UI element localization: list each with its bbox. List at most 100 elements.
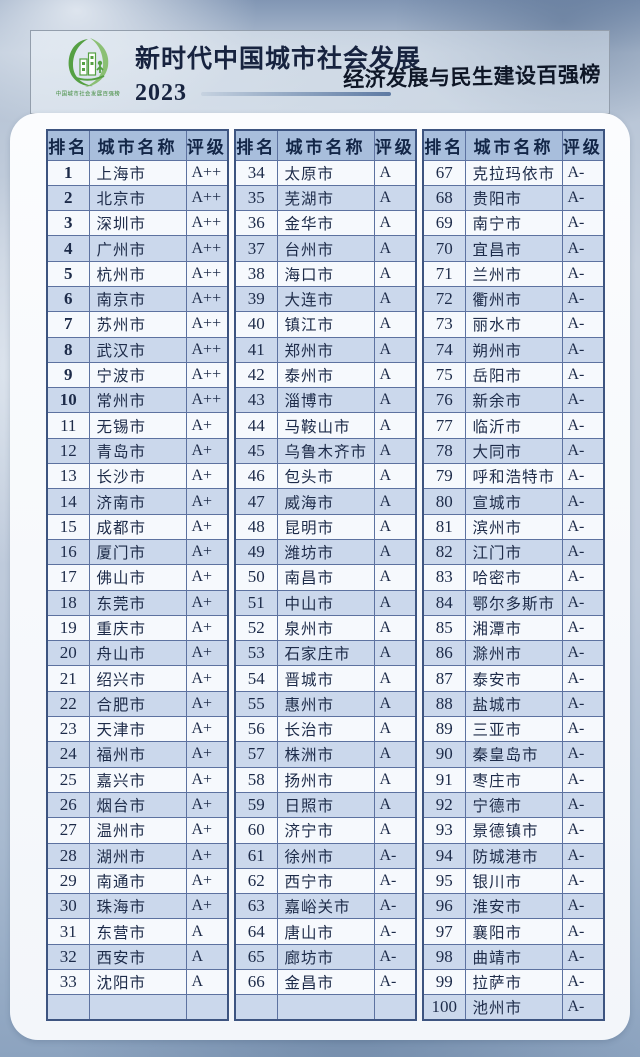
rank-cell: 85 (422, 614, 466, 642)
city-cell: 镇江市 (276, 311, 375, 338)
table-row: 78 大同市 A- (422, 437, 605, 465)
table-row: 19 重庆市 A+ (46, 614, 229, 642)
city-cell: 天津市 (88, 716, 187, 743)
city-cell: 克拉玛依市 (464, 159, 563, 186)
rank-cell: 91 (422, 766, 466, 793)
rating-cell: A- (561, 463, 605, 490)
table-row: 70 宜昌市 A- (422, 235, 605, 262)
table-row: 60 济宁市 A (234, 817, 417, 844)
city-cell: 大连市 (276, 285, 375, 313)
city-cell: 防城港市 (464, 842, 563, 869)
city-cell: 金昌市 (276, 968, 375, 996)
city-cell: 三亚市 (464, 716, 563, 743)
table-row: 13 长沙市 A+ (46, 463, 229, 490)
rank-cell: 14 (46, 488, 90, 515)
rank-cell: 55 (234, 690, 278, 718)
table-row: 32 西安市 A (46, 943, 229, 971)
rating-cell: A (373, 716, 417, 743)
rank-cell: 41 (234, 336, 278, 363)
rank-cell: 57 (234, 741, 278, 768)
rating-cell: A- (561, 336, 605, 363)
table-row: 37 台州市 A (234, 235, 417, 262)
table-row: 1 上海市 A++ (46, 159, 229, 186)
rating-cell: A- (561, 159, 605, 186)
table-row: 51 中山市 A (234, 589, 417, 616)
city-cell: 惠州市 (276, 690, 375, 718)
rating-cell: A (373, 311, 417, 338)
city-cell: 滨州市 (464, 513, 563, 540)
rating-cell: A+ (185, 640, 229, 667)
rank-cell: 95 (422, 867, 466, 895)
city-cell: 日照市 (276, 791, 375, 819)
city-cell: 绍兴市 (88, 665, 187, 692)
city-cell: 盐城市 (464, 690, 563, 718)
table-row: 97 襄阳市 A- (422, 918, 605, 945)
rank-cell: 98 (422, 943, 466, 971)
rating-cell: A (373, 235, 417, 262)
rank-cell: 80 (422, 488, 466, 515)
table-row: 74 朔州市 A- (422, 336, 605, 363)
table-row: 10 常州市 A++ (46, 387, 229, 414)
table-row: 39 大连市 A (234, 285, 417, 313)
rating-cell: A++ (185, 210, 229, 237)
rating-cell: A (373, 589, 417, 616)
table-row: 50 南昌市 A (234, 564, 417, 591)
rating-cell: A++ (185, 184, 229, 212)
logo-caption: 中国城市社会发展百强榜 (55, 92, 121, 98)
city-cell: 呼和浩特市 (464, 463, 563, 490)
table-row: 48 昆明市 A (234, 513, 417, 540)
rank-cell: 29 (46, 867, 90, 895)
rating-cell: A- (561, 614, 605, 642)
rating-cell: A+ (185, 437, 229, 465)
ranking-table-2: 排名 城市名称 评级 34 太原市 A 35 芜湖市 A 36 金华市 A 37 台州市 A 38 海口市… (234, 129, 417, 1022)
city-cell: 临沂市 (464, 412, 563, 439)
city-cell: 宁德市 (464, 791, 563, 819)
rating-cell: A (373, 412, 417, 439)
rank-cell: 66 (234, 968, 278, 996)
city-cell: 西安市 (88, 943, 187, 971)
city-cell: 长治市 (276, 716, 375, 743)
city-cell: 淮安市 (464, 893, 563, 920)
city-cell: 太原市 (276, 159, 375, 186)
logo: 中国城市社会发展百强榜 (45, 35, 131, 111)
table-row: 71 兰州市 A- (422, 260, 605, 287)
rank-cell: 19 (46, 614, 90, 642)
table-row: 47 威海市 A (234, 488, 417, 515)
table-row: 9 宁波市 A++ (46, 361, 229, 389)
city-cell: 台州市 (276, 235, 375, 262)
rank-cell: 84 (422, 589, 466, 616)
table-row: 75 岳阳市 A- (422, 361, 605, 389)
city-cell: 湖州市 (88, 842, 187, 869)
table-row: 23 天津市 A+ (46, 716, 229, 743)
rank-cell: 71 (422, 260, 466, 287)
col-header-rating: 评级 (561, 129, 605, 161)
rank-cell: 78 (422, 437, 466, 465)
city-cell: 宜昌市 (464, 235, 563, 262)
rank-cell (46, 994, 90, 1021)
table-row: 69 南宁市 A- (422, 210, 605, 237)
rank-cell: 12 (46, 437, 90, 465)
rank-cell: 2 (46, 184, 90, 212)
rating-cell: A- (561, 640, 605, 667)
table-row: 31 东营市 A (46, 918, 229, 945)
rank-cell: 21 (46, 665, 90, 692)
rank-cell: 93 (422, 817, 466, 844)
rating-cell: A- (561, 260, 605, 287)
table-row: 55 惠州市 A (234, 690, 417, 718)
table-row: 90 秦皇岛市 A- (422, 741, 605, 768)
city-cell: 广州市 (88, 235, 187, 262)
rating-cell: A (373, 184, 417, 212)
rating-cell: A (373, 463, 417, 490)
rank-cell: 100 (422, 994, 466, 1021)
table-row: 21 绍兴市 A+ (46, 665, 229, 692)
rank-cell: 79 (422, 463, 466, 490)
table-row: 73 丽水市 A- (422, 311, 605, 338)
table-row: 100 池州市 A- (422, 994, 605, 1021)
rank-cell: 36 (234, 210, 278, 237)
rating-cell: A- (561, 210, 605, 237)
table-row: 68 贵阳市 A- (422, 184, 605, 212)
rank-cell: 86 (422, 640, 466, 667)
rank-cell: 81 (422, 513, 466, 540)
rating-cell: A (373, 640, 417, 667)
rating-cell: A (373, 488, 417, 515)
